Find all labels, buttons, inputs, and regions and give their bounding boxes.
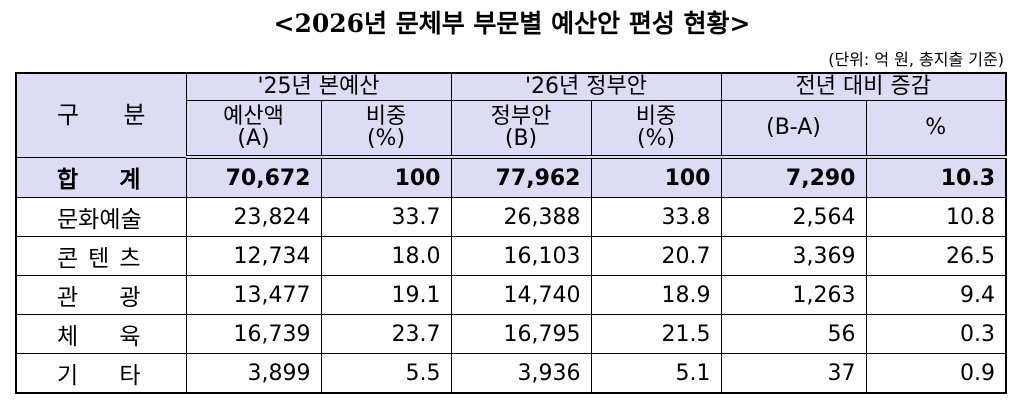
category-cell: 문화예술 <box>15 197 187 237</box>
data-row: 문화예술 23,824 33.7 26,388 33.8 2,564 10.8 <box>15 197 1007 237</box>
header-line: 예산액 <box>223 104 284 129</box>
category-cell: 체 육 <box>15 314 187 354</box>
value-cell: 26.5 <box>865 236 1007 276</box>
value-cell: 5.5 <box>320 353 452 394</box>
header-text: 구 분 <box>57 101 146 130</box>
header-line: (B-A) <box>766 115 821 140</box>
table-header: 구 분 '25년 본예산 '26년 정부안 전년 대비 증감 예산액 (A) 비중(… <box>15 72 1007 159</box>
value-cell: 18.9 <box>590 275 722 315</box>
category-text: 콘 텐 츠 <box>57 246 141 272</box>
value-cell: 3,899 <box>185 353 322 394</box>
header-line: (%) <box>636 126 676 151</box>
value-cell: 0.9 <box>865 353 1007 394</box>
value-cell: 5.1 <box>590 353 722 394</box>
unit-note: (단위: 억 원, 총지출 기준) <box>828 50 1004 69</box>
category-header: 구 분 <box>15 72 187 158</box>
sub-header: (B-A) <box>720 100 867 159</box>
value-cell: 100 <box>320 156 452 198</box>
group-header: '25년 본예산 <box>185 72 452 101</box>
value-cell: 0.3 <box>865 314 1007 354</box>
category-cell: 관 광 <box>15 275 187 315</box>
category-cell: 기 타 <box>15 353 187 394</box>
value-cell: 23.7 <box>320 314 452 354</box>
value-cell: 9.4 <box>865 275 1007 315</box>
category-text: 문화예술 <box>57 207 142 233</box>
value-cell: 56 <box>720 314 867 354</box>
sub-header: % <box>865 100 1007 159</box>
value-cell: 33.7 <box>320 197 452 237</box>
header-row: 예산액 (A) 비중 (%) 정부안 (B) 비중 (%) (B-A)% <box>16 100 1007 159</box>
header-line: 비중 <box>635 104 677 129</box>
title: <2026년 문체부 부문별 예산안 편성 현황> <box>273 9 751 38</box>
sub-header: 비중 (%) <box>320 100 452 159</box>
value-cell: 3,369 <box>720 236 867 276</box>
sub-header: 예산액 (A) <box>185 100 322 159</box>
category-text: 합 계 <box>57 167 141 194</box>
data-row: 체 육 16,739 23.7 16,795 21.5 56 0.3 <box>15 314 1007 354</box>
data-row: 콘 텐 츠 12,734 18.0 16,103 20.7 3,369 26.5 <box>15 236 1007 276</box>
category-cell: 합 계 <box>15 156 187 198</box>
data-row: 기 타 3,899 5.5 3,936 5.1 37 0.9 <box>15 353 1007 394</box>
header-row: 구 분 '25년 본예산 '26년 정부안 전년 대비 증감 <box>15 72 1007 158</box>
value-cell: 10.3 <box>865 156 1007 198</box>
header-line: % <box>925 115 947 140</box>
value-cell: 26,388 <box>450 197 592 237</box>
group-header: 전년 대비 증감 <box>720 72 1007 101</box>
value-cell: 7,290 <box>720 156 867 198</box>
value-cell: 21.5 <box>590 314 722 354</box>
header-line: 정부안 <box>490 104 552 129</box>
value-cell: 3,936 <box>450 353 592 394</box>
value-cell: 12,734 <box>185 236 322 276</box>
value-cell: 37 <box>720 353 867 394</box>
value-cell: 23,824 <box>185 197 322 237</box>
value-cell: 19.1 <box>320 275 452 315</box>
sub-header: 정부안 (B) <box>450 100 592 159</box>
sub-header: 비중 (%) <box>590 100 722 159</box>
category-cell: 콘 텐 츠 <box>15 236 187 276</box>
category-text: 체 육 <box>57 324 141 350</box>
value-cell: 1,263 <box>720 275 867 315</box>
budget-table: 구 분 '25년 본예산 '26년 정부안 전년 대비 증감 예산액 (A) 비중(… <box>15 72 1007 394</box>
value-cell: 77,962 <box>450 156 592 198</box>
header-line: (B) <box>504 126 538 151</box>
total-row: 합 계 70,672 100 77,962 100 7,290 10.3 <box>15 156 1007 198</box>
header-line: (A) <box>237 126 270 151</box>
value-cell: 70,672 <box>185 156 322 198</box>
value-cell: 13,477 <box>185 275 322 315</box>
value-cell: 2,564 <box>720 197 867 237</box>
value-cell: 16,795 <box>450 314 592 354</box>
category-text: 기 타 <box>57 363 141 389</box>
category-text: 관 광 <box>57 285 141 311</box>
header-line: 비중 <box>365 104 407 129</box>
value-cell: 14,740 <box>450 275 592 315</box>
value-cell: 100 <box>590 156 722 198</box>
value-cell: 10.8 <box>865 197 1007 237</box>
group-header: '26년 정부안 <box>450 72 722 101</box>
value-cell: 20.7 <box>590 236 722 276</box>
table-body: 합 계 70,672 100 77,962 100 7,290 10.3 문화예술 23,824… <box>15 156 1007 394</box>
header-line: (%) <box>366 126 406 151</box>
data-row: 관 광 13,477 19.1 14,740 18.9 1,263 9.4 <box>15 275 1007 315</box>
value-cell: 16,739 <box>185 314 322 354</box>
value-cell: 18.0 <box>320 236 452 276</box>
value-cell: 16,103 <box>450 236 592 276</box>
value-cell: 33.8 <box>590 197 722 237</box>
